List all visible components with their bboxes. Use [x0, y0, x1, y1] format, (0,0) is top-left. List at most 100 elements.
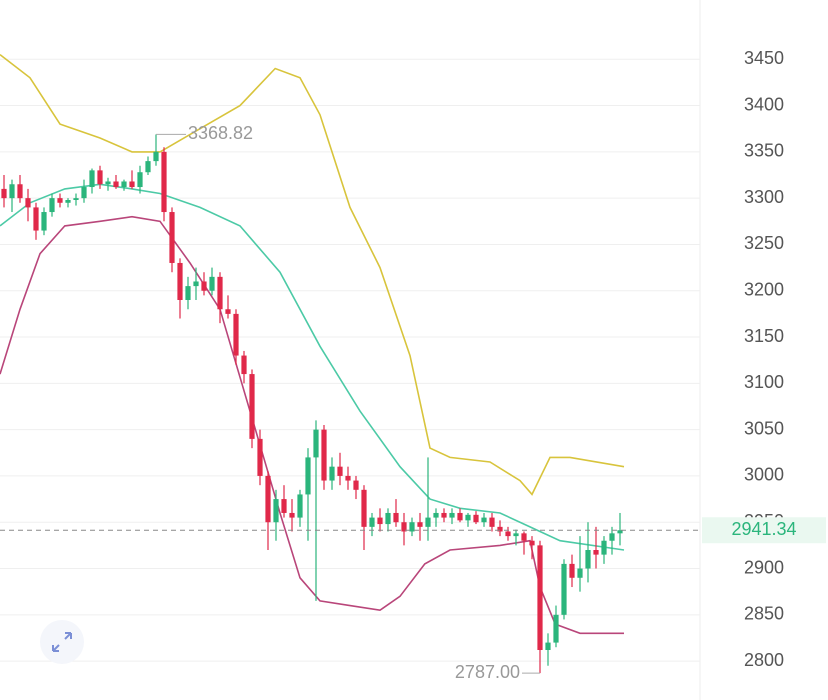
candle-body — [609, 533, 615, 541]
candle-body — [105, 181, 111, 185]
y-tick-label: 2900 — [744, 557, 784, 577]
candle-body — [177, 262, 183, 300]
y-tick-label: 3050 — [744, 418, 784, 438]
candle-body — [585, 550, 591, 569]
last-price-label: 2941.34 — [731, 519, 796, 539]
candle-body — [33, 207, 39, 231]
candle-body — [569, 563, 575, 578]
y-tick-label: 3200 — [744, 279, 784, 299]
y-tick-label: 2800 — [744, 650, 784, 670]
candle-body — [401, 522, 407, 532]
candle-body — [49, 198, 55, 213]
candle-body — [257, 438, 263, 476]
candle-body — [17, 184, 23, 199]
candle-body — [377, 517, 383, 525]
candle-body — [353, 480, 359, 490]
candle-body — [41, 212, 47, 231]
candle-body — [225, 309, 231, 314]
band-line — [0, 53, 625, 496]
candle-body — [145, 161, 151, 173]
candle-body — [393, 512, 399, 523]
candle-body — [73, 198, 79, 200]
candle-body — [449, 512, 455, 518]
candle-body — [321, 429, 327, 481]
candle-body — [241, 355, 247, 375]
candle-body — [361, 489, 367, 527]
candle-body — [457, 512, 463, 521]
candle-body — [481, 517, 487, 523]
candle-body — [313, 429, 319, 458]
candle-body — [281, 499, 287, 513]
candle-body — [185, 286, 191, 300]
expand-icon[interactable] — [40, 620, 84, 664]
candle-body — [297, 494, 303, 518]
candle-body — [417, 522, 423, 527]
candle-body — [505, 531, 511, 537]
y-tick-label: 3150 — [744, 326, 784, 346]
candle-body — [193, 281, 199, 287]
candle-body — [81, 187, 87, 199]
candle-body — [465, 514, 471, 521]
last-price-box — [702, 517, 826, 544]
candle-body — [25, 198, 31, 208]
candle-body — [209, 276, 215, 291]
candle-body — [249, 374, 255, 439]
candle-body — [577, 568, 583, 578]
candle-body — [521, 533, 527, 541]
candle-body — [217, 276, 223, 310]
y-tick-label: 3100 — [744, 372, 784, 392]
candle-body — [385, 512, 391, 525]
candle-body — [273, 499, 279, 523]
candle-body — [433, 512, 439, 518]
candle-body — [9, 184, 15, 199]
candle-body — [57, 198, 63, 203]
candle-body — [305, 457, 311, 495]
candle-body — [553, 614, 559, 643]
candle-body — [161, 151, 167, 213]
candle-body — [441, 512, 447, 518]
candle-body — [337, 466, 343, 476]
candle-body — [593, 550, 599, 555]
candle-body — [425, 517, 431, 527]
candle-body — [489, 517, 495, 527]
candle-body — [329, 466, 335, 481]
candle-body — [369, 517, 375, 527]
candle-body — [545, 642, 551, 650]
y-tick-label: 3450 — [744, 48, 784, 68]
candle-body — [1, 188, 7, 199]
candle-body — [233, 313, 239, 356]
candle-body — [129, 181, 135, 188]
candle-body — [65, 200, 71, 203]
candle-body — [137, 172, 143, 188]
icon-bg — [40, 620, 84, 664]
candle-body — [601, 540, 607, 555]
y-tick-label: 3400 — [744, 94, 784, 114]
candle-body — [121, 181, 127, 188]
candle-body — [529, 540, 535, 546]
y-tick-label: 2850 — [744, 604, 784, 624]
y-tick-label: 3250 — [744, 233, 784, 253]
candle-body — [537, 545, 543, 650]
y-tick-label: 3350 — [744, 141, 784, 161]
candle-body — [97, 170, 103, 185]
candle-body — [201, 281, 207, 291]
candle-body — [409, 522, 415, 532]
icon-arrows — [52, 632, 72, 652]
y-tick-label: 3300 — [744, 187, 784, 207]
annotation-label: 3368.82 — [188, 123, 253, 143]
candle-body — [89, 170, 95, 188]
candle-body — [513, 533, 519, 537]
candle-body — [617, 530, 623, 534]
y-tick-label: 3000 — [744, 465, 784, 485]
candle-body — [265, 475, 271, 523]
candle-body — [473, 514, 479, 523]
annotation-label: 2787.00 — [455, 662, 520, 682]
candle-body — [153, 151, 159, 162]
candle-body — [497, 526, 503, 532]
candle-body — [561, 563, 567, 615]
candle-body — [345, 475, 351, 481]
candle-body — [169, 212, 175, 263]
candle-body — [289, 512, 295, 518]
